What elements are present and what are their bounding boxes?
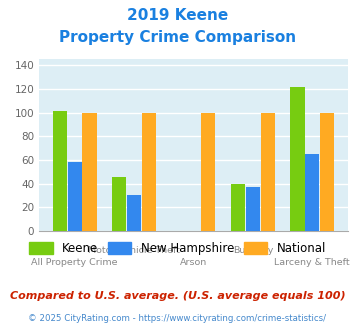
Bar (261, 113, 275, 231)
Bar (231, 184, 245, 231)
Bar (53, 112, 67, 231)
Text: Motor Vehicle Theft: Motor Vehicle Theft (88, 246, 180, 255)
Bar (127, 195, 141, 231)
Text: 2019 Keene: 2019 Keene (127, 8, 228, 23)
Bar (112, 177, 126, 231)
Text: All Property Crime: All Property Crime (32, 258, 118, 267)
Bar (290, 86, 305, 231)
Bar (67, 162, 82, 231)
Bar (201, 113, 215, 231)
Text: Compared to U.S. average. (U.S. average equals 100): Compared to U.S. average. (U.S. average … (10, 291, 345, 301)
Legend: Keene, New Hampshire, National: Keene, New Hampshire, National (24, 237, 331, 260)
Bar (142, 113, 156, 231)
Text: © 2025 CityRating.com - https://www.cityrating.com/crime-statistics/: © 2025 CityRating.com - https://www.city… (28, 314, 327, 323)
Text: Larceny & Theft: Larceny & Theft (274, 258, 350, 267)
Bar (246, 187, 260, 231)
Text: Property Crime Comparison: Property Crime Comparison (59, 30, 296, 45)
Bar (305, 154, 320, 231)
Bar (320, 113, 334, 231)
Text: Burglary: Burglary (233, 246, 273, 255)
Bar (82, 113, 97, 231)
Text: Arson: Arson (180, 258, 207, 267)
